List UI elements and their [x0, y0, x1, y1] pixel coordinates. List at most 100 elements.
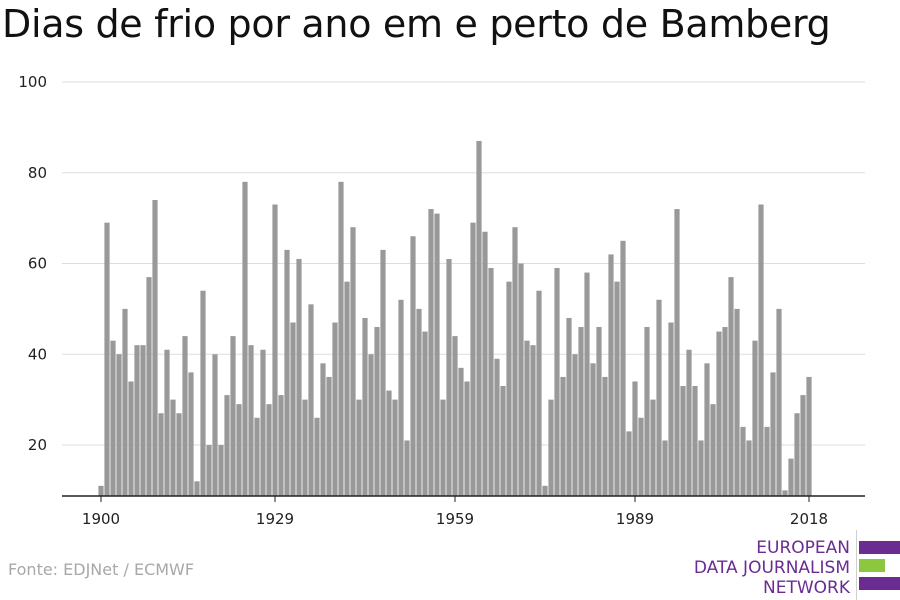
bar-1954	[422, 331, 428, 496]
bar-2000	[698, 440, 704, 496]
bar-1943	[356, 399, 362, 497]
bar-1951	[404, 440, 410, 496]
bar-1992	[650, 399, 656, 497]
bar-1925	[248, 345, 254, 496]
y-tick-label: 80	[28, 164, 47, 182]
bar-2014	[782, 490, 788, 496]
bar-1940	[338, 181, 344, 496]
bar-1930	[278, 395, 284, 496]
bar-1986	[614, 281, 620, 496]
bar-1957	[440, 399, 446, 497]
bar-2011	[764, 426, 770, 496]
bar-1989	[632, 381, 638, 496]
bar-1953	[416, 308, 422, 497]
bar-1974	[542, 485, 548, 496]
logo-line-1: EUROPEAN	[756, 538, 850, 558]
bar-1939	[332, 322, 338, 496]
bar-2010	[758, 204, 764, 496]
bar-1926	[254, 417, 260, 496]
edjnet-logo: EUROPEAN DATA JOURNALISM NETWORK	[694, 538, 850, 598]
bar-1984	[602, 376, 608, 496]
bar-1906	[134, 345, 140, 496]
bar-1965	[488, 268, 494, 496]
bar-1959	[452, 336, 458, 496]
bar-1990	[638, 417, 644, 496]
bar-1945	[368, 354, 374, 496]
bar-1947	[380, 249, 386, 496]
bar-2003	[716, 331, 722, 496]
bar-1983	[596, 327, 602, 496]
bar-1978	[566, 317, 572, 496]
bar-1987	[620, 240, 626, 496]
bar-1927	[260, 349, 266, 496]
bar-1985	[608, 254, 614, 496]
bar-2008	[746, 440, 752, 496]
y-axis-tick-labels: 20 40 60 80 100	[18, 73, 47, 454]
bar-1913	[176, 413, 182, 496]
bar-1914	[182, 336, 188, 496]
bar-2006	[734, 308, 740, 497]
bar-1901	[104, 222, 110, 496]
bar-1911	[164, 349, 170, 496]
bar-1932	[290, 322, 296, 496]
bar-1956	[434, 213, 440, 496]
bar-1980	[578, 327, 584, 496]
y-tick-label: 100	[18, 73, 47, 91]
bar-1928	[266, 404, 272, 496]
y-tick-label: 60	[28, 255, 47, 273]
bar-2002	[710, 404, 716, 496]
bar-1919	[212, 354, 218, 496]
bar-2009	[752, 340, 758, 496]
bar-1948	[386, 390, 392, 496]
bar-1995	[668, 322, 674, 496]
bar-2018	[806, 376, 812, 496]
bar-1904	[122, 308, 128, 497]
bar-1924	[242, 181, 248, 496]
logo-bar-top	[859, 541, 900, 554]
bar-1970	[518, 263, 524, 496]
bar-1934	[302, 399, 308, 497]
bar-1935	[308, 304, 314, 496]
bar-1920	[218, 445, 224, 496]
bar-1966	[494, 358, 500, 496]
bar-1922	[230, 336, 236, 496]
bar-1968	[506, 281, 512, 496]
bars	[98, 140, 812, 497]
bar-2017	[800, 395, 806, 496]
logo-bar-bottom	[859, 577, 900, 590]
bar-1923	[236, 404, 242, 496]
bar-1908	[146, 277, 152, 496]
bar-2004	[722, 327, 728, 496]
bar-1969	[512, 227, 518, 496]
bar-1900	[98, 485, 104, 496]
bar-1931	[284, 249, 290, 496]
bar-1958	[446, 258, 452, 496]
bar-2012	[770, 372, 776, 496]
bar-1929	[272, 204, 278, 496]
bar-1918	[206, 445, 212, 496]
bar-2013	[776, 308, 782, 497]
bar-1905	[128, 381, 134, 496]
y-tick-label: 20	[28, 436, 47, 454]
bar-1949	[392, 399, 398, 497]
bar-1960	[458, 367, 464, 496]
bar-1907	[140, 345, 146, 496]
bar-1921	[224, 395, 230, 496]
bar-1950	[398, 299, 404, 496]
bar-1996	[674, 209, 680, 497]
bar-1997	[680, 386, 686, 496]
bar-1964	[482, 231, 488, 497]
bar-1936	[314, 417, 320, 496]
x-tick-label: 2018	[790, 510, 828, 528]
bar-2015	[788, 458, 794, 496]
bar-1993	[656, 299, 662, 496]
bar-1942	[350, 227, 356, 496]
bar-1955	[428, 209, 434, 497]
bar-1912	[170, 399, 176, 497]
bar-1916	[194, 481, 200, 496]
bar-1903	[116, 354, 122, 496]
bar-1917	[200, 290, 206, 496]
bar-1941	[344, 281, 350, 496]
bar-1902	[110, 340, 116, 496]
